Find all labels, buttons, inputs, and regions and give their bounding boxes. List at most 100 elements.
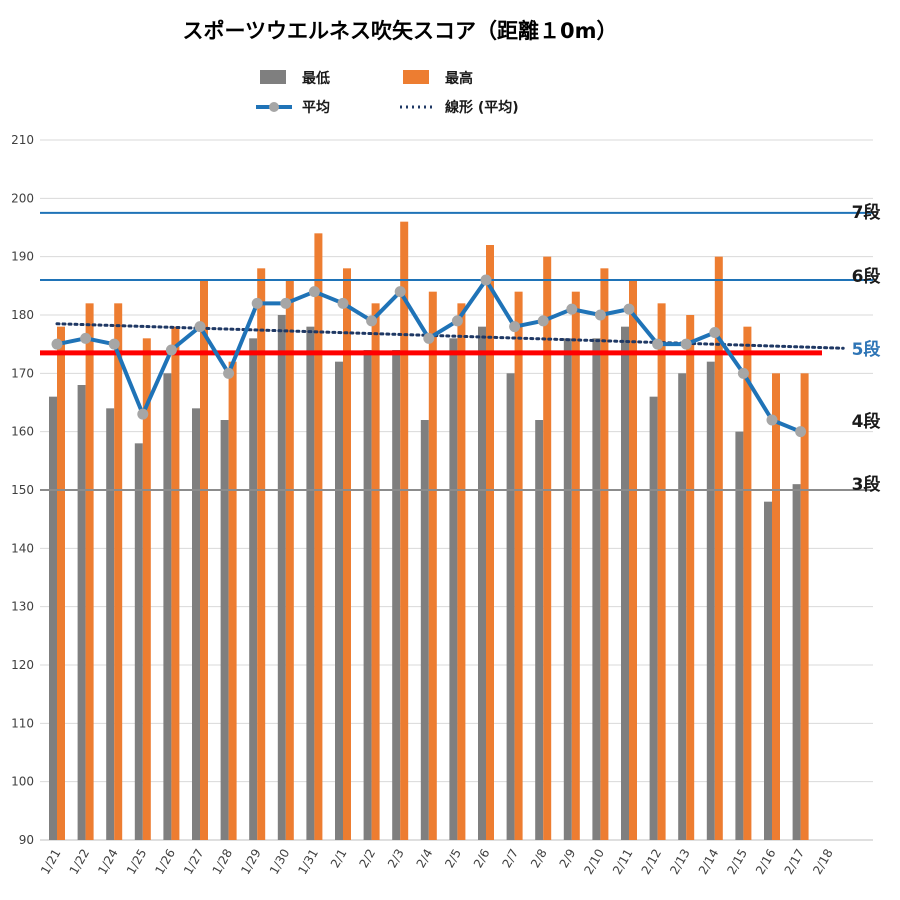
bar-min xyxy=(106,408,115,840)
bar-min xyxy=(678,373,687,840)
x-tick-label: 1/29 xyxy=(238,847,264,877)
bar-min xyxy=(249,338,258,840)
x-tick-label: 1/25 xyxy=(124,847,150,877)
average-marker xyxy=(480,274,492,286)
y-tick-label: 140 xyxy=(11,541,34,555)
bar-max xyxy=(400,221,409,840)
average-marker xyxy=(537,315,549,327)
bar-max xyxy=(457,303,466,840)
reference-label: 6段 xyxy=(852,266,881,287)
x-tick-label: 2/2 xyxy=(356,847,378,871)
x-tick-label: 1/22 xyxy=(67,847,93,877)
bar-min xyxy=(506,373,515,840)
bar-min xyxy=(449,338,458,840)
bar-max xyxy=(600,268,609,840)
legend-item-trend: 線形 (平均) xyxy=(400,99,519,116)
reference-label: 5段 xyxy=(852,339,881,360)
average-marker xyxy=(108,338,120,350)
bar-max xyxy=(486,245,494,840)
average-marker xyxy=(509,321,521,333)
trendline xyxy=(55,322,845,350)
bar-max xyxy=(657,303,666,840)
legend-swatch-max xyxy=(403,70,429,84)
y-tick-label: 170 xyxy=(11,366,34,380)
bar-max xyxy=(629,280,637,840)
x-tick-label: 2/8 xyxy=(528,847,550,871)
bar-min xyxy=(792,484,801,840)
y-tick-label: 180 xyxy=(11,308,34,322)
bar-max xyxy=(428,291,437,841)
average-marker xyxy=(308,286,320,298)
average-marker xyxy=(766,414,778,426)
bar-min xyxy=(535,420,544,840)
average-marker xyxy=(366,315,378,327)
bar-min xyxy=(77,385,86,840)
average-marker xyxy=(795,426,807,438)
legend-label-average: 平均 xyxy=(302,99,330,116)
bar-min xyxy=(420,420,429,840)
bar-max xyxy=(228,361,237,840)
bar-min xyxy=(764,501,772,840)
y-tick-label: 110 xyxy=(11,716,34,730)
bar-max xyxy=(772,373,780,840)
bar-max xyxy=(285,280,294,840)
legend-swatch-min xyxy=(260,70,286,84)
bar-max xyxy=(114,303,123,840)
bar-max xyxy=(257,268,266,840)
x-tick-label: 1/21 xyxy=(38,847,64,877)
bar-min xyxy=(163,373,172,840)
bar-min xyxy=(649,396,658,840)
y-tick-label: 210 xyxy=(11,133,34,147)
x-tick-label: 1/27 xyxy=(181,847,207,877)
y-tick-label: 90 xyxy=(19,833,34,847)
bar-min xyxy=(192,408,200,840)
x-tick-label: 2/3 xyxy=(385,847,407,871)
bar-min xyxy=(563,338,572,840)
bar-max xyxy=(571,291,580,841)
bar-min xyxy=(363,350,372,840)
bar-max xyxy=(200,280,208,840)
x-tick-label: 2/13 xyxy=(667,847,693,877)
x-tick-label: 1/30 xyxy=(267,847,293,877)
bar-max xyxy=(800,373,809,840)
x-tick-label: 2/11 xyxy=(610,847,636,877)
reference-label: 3段 xyxy=(852,474,881,495)
legend-item-average: 平均 xyxy=(256,99,330,116)
x-tick-label: 2/4 xyxy=(414,847,436,871)
y-tick-label: 160 xyxy=(11,425,34,439)
y-tick-label: 130 xyxy=(11,600,34,614)
legend-label-min: 最低 xyxy=(302,70,330,87)
average-marker xyxy=(337,297,349,309)
x-tick-label: 2/16 xyxy=(753,847,779,877)
x-tick-label: 2/5 xyxy=(442,847,464,871)
average-marker xyxy=(80,332,92,344)
bar-max xyxy=(743,326,752,841)
x-tick-label: 2/12 xyxy=(639,847,665,877)
bar-min xyxy=(392,350,401,840)
y-tick-label: 200 xyxy=(11,191,34,205)
reference-label: 7段 xyxy=(852,202,881,223)
average-marker xyxy=(223,367,235,379)
bar-max xyxy=(371,303,380,840)
bar-max xyxy=(343,268,351,840)
legend-label-max: 最高 xyxy=(445,70,473,87)
average-marker xyxy=(194,321,206,333)
average-marker xyxy=(165,344,177,356)
legend-item-min: 最低 xyxy=(260,70,330,87)
average-marker xyxy=(280,297,292,309)
legend-label-trend: 線形 (平均) xyxy=(445,99,519,116)
average-marker xyxy=(652,338,664,350)
average-marker xyxy=(623,303,635,315)
average-marker xyxy=(737,367,749,379)
reference-label: 4段 xyxy=(852,411,881,432)
average-marker xyxy=(709,327,721,338)
y-tick-label: 100 xyxy=(11,775,34,789)
bar-max xyxy=(543,256,552,841)
average-marker xyxy=(51,338,63,350)
chart-title: スポーツウエルネス吹矢スコア（距離１0m） xyxy=(182,19,617,43)
bar-min xyxy=(478,326,486,841)
average-marker xyxy=(680,338,692,350)
bar-min xyxy=(735,431,744,840)
bar-min xyxy=(220,420,229,840)
